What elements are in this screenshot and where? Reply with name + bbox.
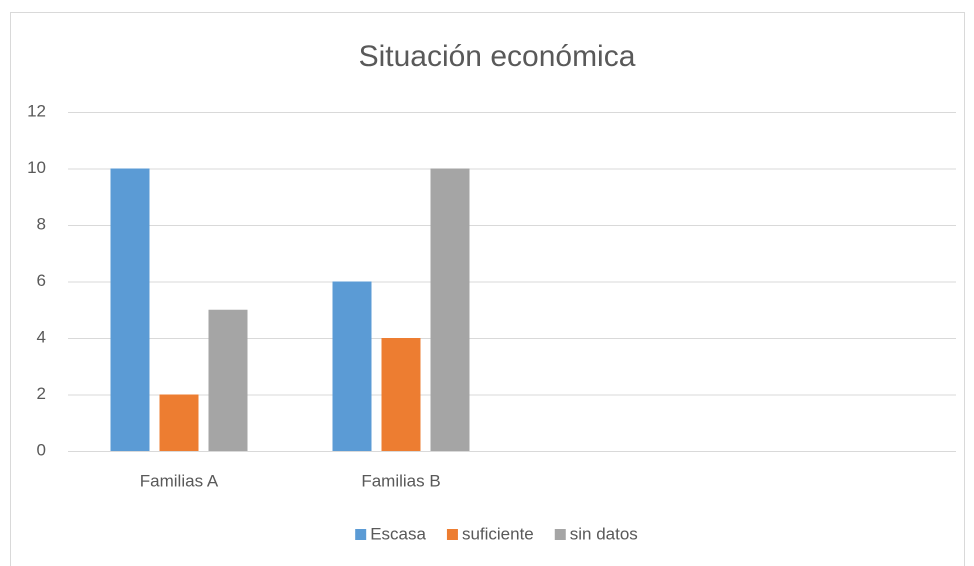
y-tick-label: 8 <box>37 214 46 233</box>
chart-title: Situación económica <box>359 40 636 73</box>
bar <box>208 309 248 451</box>
legend-label: suficiente <box>462 524 534 543</box>
legend-swatch <box>446 529 458 540</box>
y-tick-label: 12 <box>27 101 46 120</box>
bar <box>332 281 372 451</box>
legend-swatch <box>554 529 566 540</box>
y-tick-label: 4 <box>37 327 46 346</box>
bar <box>110 168 150 451</box>
bar <box>159 394 199 451</box>
x-tick-label: Familias B <box>361 471 440 490</box>
y-tick-label: 2 <box>37 384 46 403</box>
y-tick-label: 0 <box>37 440 46 459</box>
bar <box>381 338 421 451</box>
legend-swatch <box>355 529 367 540</box>
legend-label: Escasa <box>370 524 426 543</box>
y-tick-label: 10 <box>27 158 46 177</box>
chart-border <box>10 12 965 566</box>
bar <box>430 168 470 451</box>
y-tick-label: 6 <box>37 271 46 290</box>
legend-label: sin datos <box>570 524 638 543</box>
x-tick-label: Familias A <box>140 471 219 490</box>
